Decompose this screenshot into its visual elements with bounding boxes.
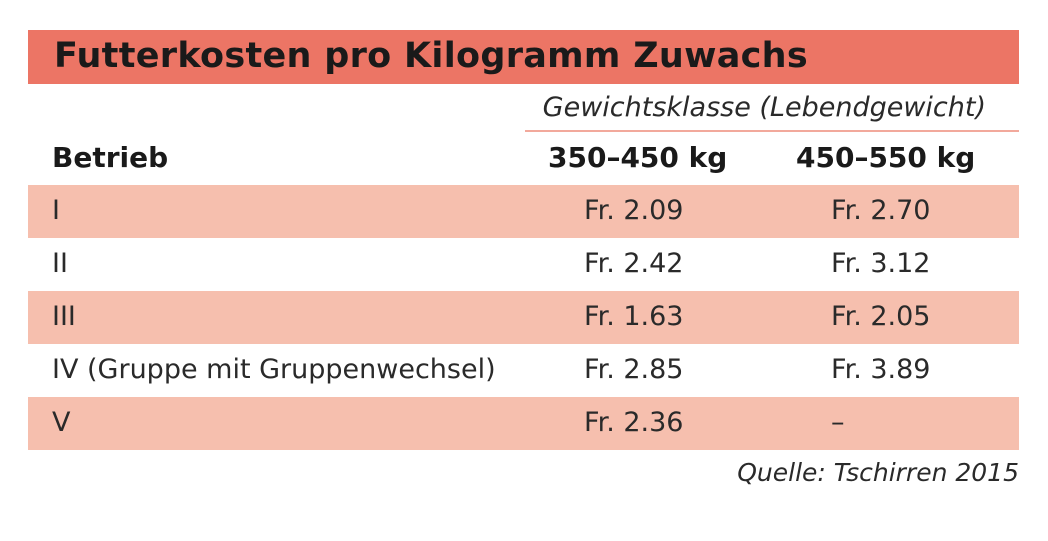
cell-class1: Fr. 2.85: [584, 354, 684, 385]
cell-betrieb: II: [52, 248, 68, 279]
table-row: I Fr. 2.09 Fr. 2.70: [28, 185, 1019, 238]
column-header-class1: 350–450 kg: [548, 141, 728, 174]
cell-class1: Fr. 2.09: [584, 195, 684, 226]
table-title: Futterkosten pro Kilogramm Zuwachs: [54, 36, 809, 76]
column-header-betrieb: Betrieb: [52, 141, 169, 174]
source-note: Quelle: Tschirren 2015: [737, 458, 1019, 487]
group-header-rule: [525, 130, 1019, 132]
cell-class2: Fr. 3.12: [831, 248, 931, 279]
column-header-class2: 450–550 kg: [796, 141, 976, 174]
table-row: III Fr. 1.63 Fr. 2.05: [28, 291, 1019, 344]
cell-betrieb: IV (Gruppe mit Gruppenwechsel): [52, 354, 496, 385]
table-title-bar: Futterkosten pro Kilogramm Zuwachs: [28, 30, 1019, 84]
cell-betrieb: V: [52, 407, 71, 438]
cell-class2: Fr. 3.89: [831, 354, 931, 385]
cell-class1: Fr. 2.36: [584, 407, 684, 438]
cell-betrieb: I: [52, 195, 60, 226]
cell-class2: Fr. 2.05: [831, 301, 931, 332]
cell-class2: –: [831, 407, 845, 438]
group-header: Gewichtsklasse (Lebendgewicht): [542, 92, 986, 123]
table-row: IV (Gruppe mit Gruppenwechsel) Fr. 2.85 …: [28, 344, 1019, 397]
table-row: II Fr. 2.42 Fr. 3.12: [28, 238, 1019, 291]
cell-class1: Fr. 1.63: [584, 301, 684, 332]
table-row: V Fr. 2.36 –: [28, 397, 1019, 450]
cell-betrieb: III: [52, 301, 76, 332]
cell-class2: Fr. 2.70: [831, 195, 931, 226]
cell-class1: Fr. 2.42: [584, 248, 684, 279]
